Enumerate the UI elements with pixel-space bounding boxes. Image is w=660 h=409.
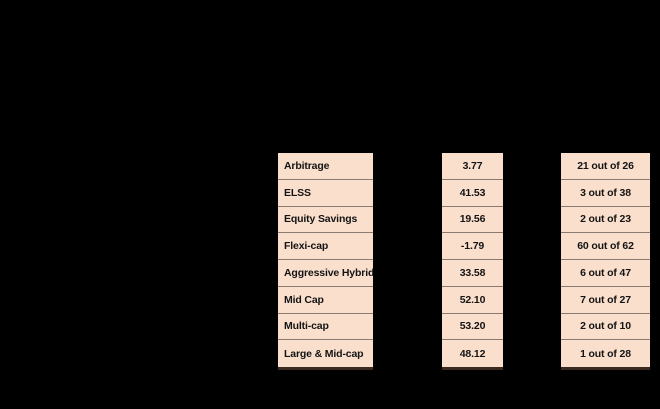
table-row: 53.20 xyxy=(442,313,503,341)
column-gap-right xyxy=(503,153,561,370)
table-row: 33.58 xyxy=(442,260,503,287)
table-row: -1.79 xyxy=(442,233,503,260)
table-row: 2 out of 10 xyxy=(561,313,650,341)
table-column-rank: 21 out of 26 3 out of 38 2 out of 23 60 … xyxy=(561,153,650,370)
table-row: 6 out of 47 xyxy=(561,260,650,287)
table-row: ELSS xyxy=(278,179,373,207)
table-row: 7 out of 27 xyxy=(561,286,650,314)
table-row: 48.12 xyxy=(442,340,503,367)
data-table: Arbitrage ELSS Equity Savings Flexi-cap … xyxy=(278,153,650,370)
column-gap-left xyxy=(373,153,442,370)
table-row: 21 out of 26 xyxy=(561,153,650,180)
table-column-return: 3.77 41.53 19.56 -1.79 33.58 52.10 53.20… xyxy=(442,153,503,370)
table-row: Equity Savings xyxy=(278,206,373,234)
table-row: 1 out of 28 xyxy=(561,340,650,367)
table-row: 52.10 xyxy=(442,286,503,314)
table-row: 3.77 xyxy=(442,153,503,180)
table-row: Aggressive Hybrid xyxy=(278,260,373,287)
table-row: 3 out of 38 xyxy=(561,179,650,207)
table-row: Arbitrage xyxy=(278,153,373,180)
table-row: Multi-cap xyxy=(278,313,373,341)
table-row: 2 out of 23 xyxy=(561,206,650,234)
table-row: Flexi-cap xyxy=(278,233,373,260)
table-row: 60 out of 62 xyxy=(561,233,650,260)
table-row: Mid Cap xyxy=(278,286,373,314)
table-row: 19.56 xyxy=(442,206,503,234)
table-row: 41.53 xyxy=(442,179,503,207)
table-column-category: Arbitrage ELSS Equity Savings Flexi-cap … xyxy=(278,153,373,370)
table-row: Large & Mid-cap xyxy=(278,340,373,367)
